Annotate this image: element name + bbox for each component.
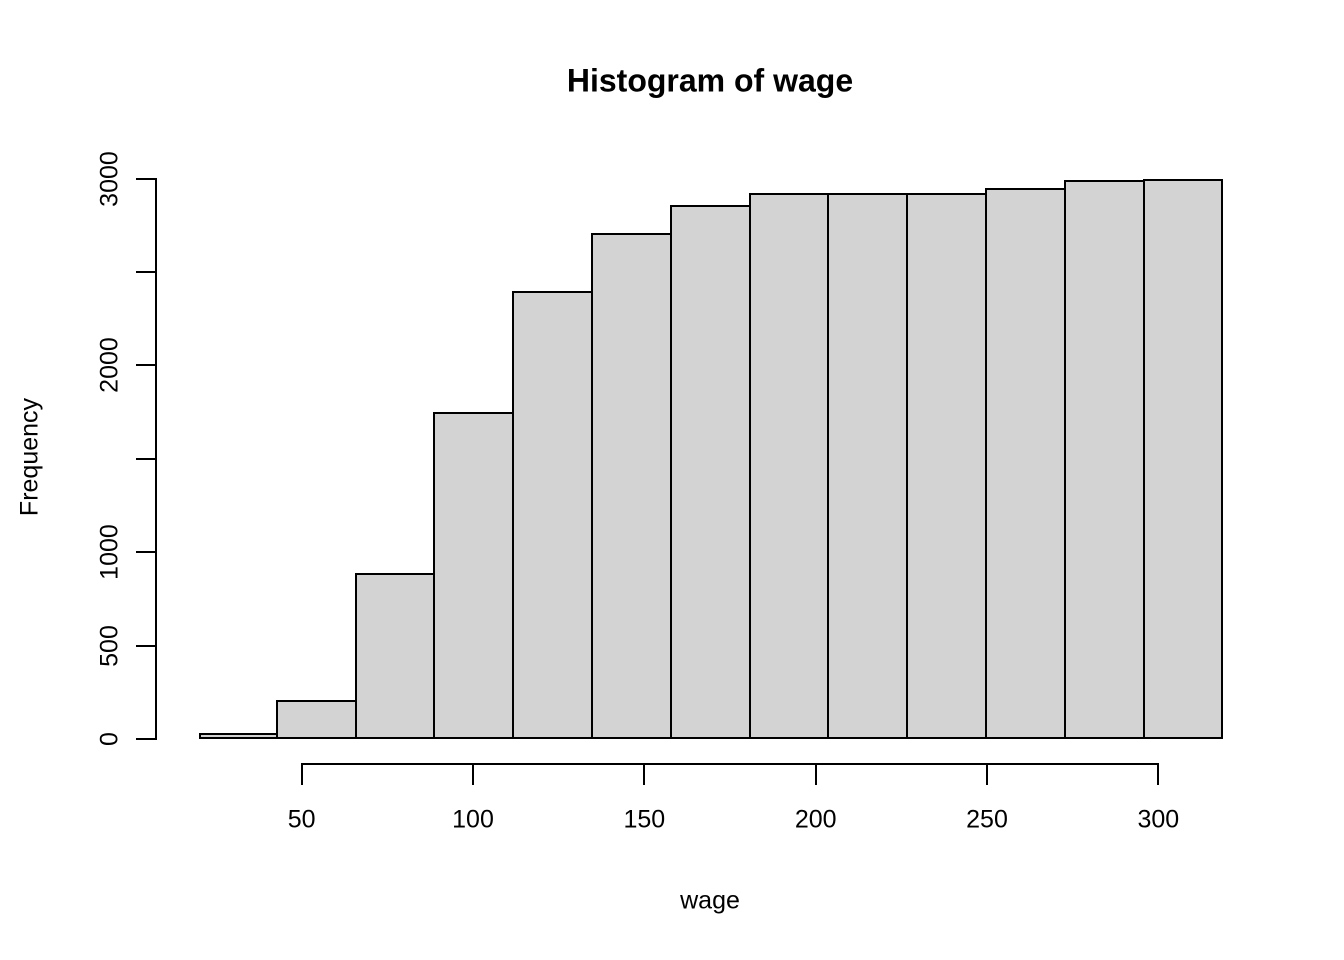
x-tick-mark bbox=[814, 764, 817, 785]
histogram-bar bbox=[1063, 180, 1145, 739]
histogram-bar bbox=[433, 412, 515, 739]
histogram-bar bbox=[198, 733, 278, 739]
histogram-bar bbox=[669, 204, 751, 739]
y-axis-label: Frequency bbox=[15, 397, 44, 517]
y-tick-label: 2000 bbox=[95, 337, 124, 394]
x-tick-mark bbox=[300, 764, 303, 785]
histogram-bar bbox=[354, 572, 436, 739]
histogram-bar bbox=[1142, 178, 1224, 739]
chart-title: Histogram of wage bbox=[566, 62, 854, 99]
y-tick-label: 3000 bbox=[95, 150, 124, 207]
y-tick-mark bbox=[136, 738, 157, 740]
y-tick-mark bbox=[136, 644, 157, 647]
histogram-bar bbox=[512, 290, 593, 739]
x-tick-label: 300 bbox=[1137, 805, 1180, 834]
y-tick-label: 500 bbox=[95, 624, 124, 667]
histogram-bar bbox=[748, 193, 830, 739]
y-tick-mark bbox=[136, 457, 157, 460]
y-tick-label: 0 bbox=[95, 732, 124, 746]
x-axis-label: wage bbox=[680, 886, 740, 915]
x-tick-label: 150 bbox=[623, 805, 666, 834]
x-tick-mark bbox=[986, 764, 989, 785]
y-tick-mark bbox=[136, 551, 157, 554]
y-tick-mark bbox=[136, 364, 157, 367]
x-tick-mark bbox=[472, 764, 475, 785]
x-tick-mark bbox=[643, 764, 646, 785]
histogram-bar bbox=[906, 192, 987, 739]
x-tick-label: 100 bbox=[452, 805, 494, 834]
histogram-bar bbox=[827, 192, 909, 739]
y-tick-mark bbox=[136, 270, 157, 273]
x-tick-label: 250 bbox=[966, 805, 1008, 834]
y-tick-label: 1000 bbox=[95, 524, 124, 580]
x-tick-label: 200 bbox=[794, 805, 837, 834]
x-axis-line bbox=[300, 763, 1160, 765]
y-tick-mark bbox=[136, 177, 157, 180]
x-tick-mark bbox=[1157, 764, 1160, 785]
x-tick-label: 50 bbox=[287, 805, 316, 834]
histogram-bar bbox=[985, 187, 1066, 739]
histogram-bar bbox=[590, 232, 672, 739]
histogram-bar bbox=[275, 699, 357, 739]
